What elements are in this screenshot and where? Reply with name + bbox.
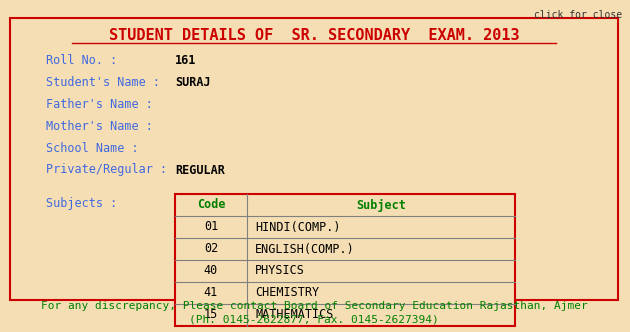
Text: Roll No. :: Roll No. : xyxy=(46,53,117,66)
Text: CHEMISTRY: CHEMISTRY xyxy=(255,287,319,299)
Text: 40: 40 xyxy=(204,265,218,278)
Text: STUDENT DETAILS OF  SR. SECONDARY  EXAM. 2013: STUDENT DETAILS OF SR. SECONDARY EXAM. 2… xyxy=(109,29,519,43)
Text: Code: Code xyxy=(197,199,226,211)
Text: ENGLISH(COMP.): ENGLISH(COMP.) xyxy=(255,242,355,256)
Text: REGULAR: REGULAR xyxy=(175,163,225,177)
Text: Student's Name :: Student's Name : xyxy=(46,75,160,89)
Text: 01: 01 xyxy=(204,220,218,233)
Text: Private/Regular :: Private/Regular : xyxy=(46,163,167,177)
Text: Subjects :: Subjects : xyxy=(46,198,117,210)
Text: MATHEMATICS: MATHEMATICS xyxy=(255,308,333,321)
Text: click for close: click for close xyxy=(534,10,622,20)
Text: For any discrepancy, Please contact Board of Secondary Education Rajasthan, Ajme: For any discrepancy, Please contact Boar… xyxy=(40,301,587,311)
Text: Mother's Name :: Mother's Name : xyxy=(46,120,153,132)
Text: Subject: Subject xyxy=(356,199,406,211)
Text: 161: 161 xyxy=(175,53,197,66)
Text: PHYSICS: PHYSICS xyxy=(255,265,305,278)
Text: 02: 02 xyxy=(204,242,218,256)
Text: Father's Name :: Father's Name : xyxy=(46,98,153,111)
Text: 41: 41 xyxy=(204,287,218,299)
Bar xyxy=(175,194,515,326)
Text: (Ph. 0145-2622877, Fax. 0145-2627394): (Ph. 0145-2622877, Fax. 0145-2627394) xyxy=(189,315,439,325)
Text: SURAJ: SURAJ xyxy=(175,75,210,89)
Text: School Name :: School Name : xyxy=(46,141,139,154)
Text: 15: 15 xyxy=(204,308,218,321)
Bar xyxy=(10,18,618,300)
Text: HINDI(COMP.): HINDI(COMP.) xyxy=(255,220,340,233)
